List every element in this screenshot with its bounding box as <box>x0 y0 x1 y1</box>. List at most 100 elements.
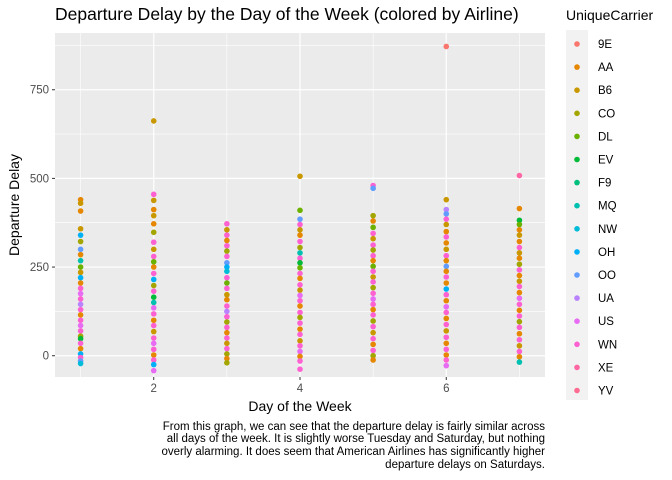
data-point <box>77 322 84 329</box>
data-point <box>224 324 230 331</box>
data-point <box>224 351 230 357</box>
data-point <box>516 261 523 268</box>
data-point <box>150 239 157 246</box>
data-point <box>297 275 303 282</box>
legend-label-co: CO <box>598 108 615 120</box>
data-points <box>77 43 523 374</box>
legend-label-ev: EV <box>598 155 614 167</box>
data-point <box>224 296 230 303</box>
data-point <box>150 276 157 283</box>
data-point <box>443 257 450 264</box>
legend-key-f9 <box>574 179 580 186</box>
data-point <box>516 244 523 251</box>
data-point <box>224 291 230 298</box>
data-point <box>150 335 157 341</box>
data-point <box>150 253 157 260</box>
data-point <box>150 299 157 306</box>
data-point <box>516 272 523 279</box>
data-point <box>443 297 450 304</box>
data-point <box>297 173 303 180</box>
data-point <box>370 279 376 285</box>
data-point <box>370 212 376 219</box>
data-point <box>297 338 303 344</box>
data-point <box>443 221 450 228</box>
data-point <box>150 340 157 347</box>
data-point <box>370 301 376 308</box>
legend-label-oh: OH <box>598 247 615 259</box>
data-point <box>370 274 376 280</box>
caption: From this graph, we can see that the dep… <box>161 421 545 471</box>
legend-label-us: US <box>598 316 614 328</box>
data-point <box>370 335 376 342</box>
data-point <box>150 357 157 363</box>
data-point <box>224 303 230 309</box>
legend-label-ua: UA <box>598 293 614 305</box>
data-point <box>297 314 303 321</box>
data-point <box>297 221 303 228</box>
legend: UniqueCarrier 9E AA B6 CO DL EV F9 MQ NW OH OO UA US… <box>566 7 653 400</box>
data-point <box>224 319 230 325</box>
data-point <box>370 296 376 302</box>
data-point <box>77 225 84 232</box>
data-point <box>150 361 157 368</box>
caption-line: all days of the week. It is slightly wor… <box>167 433 545 445</box>
data-point <box>370 268 376 275</box>
data-point <box>443 228 450 235</box>
data-point <box>443 263 450 270</box>
data-point <box>443 216 450 222</box>
data-point <box>77 296 84 302</box>
legend-key-oh <box>574 249 580 255</box>
legend-key-ua <box>574 295 580 301</box>
data-point <box>297 303 303 309</box>
data-point <box>443 334 450 341</box>
legend-key-oo <box>574 272 580 278</box>
data-point <box>516 289 523 296</box>
data-point <box>224 329 230 336</box>
data-point <box>370 318 376 324</box>
legend-title: UniqueCarrier <box>566 7 653 23</box>
data-point <box>150 288 157 294</box>
data-point <box>370 312 376 318</box>
legend-label-xe: XE <box>598 362 614 374</box>
data-point <box>443 328 450 334</box>
data-point <box>297 250 303 256</box>
data-point <box>224 355 230 362</box>
data-point <box>516 221 523 228</box>
data-point <box>150 367 157 374</box>
data-point <box>443 234 450 240</box>
legend-label-f9: F9 <box>598 178 611 190</box>
data-point <box>443 291 450 298</box>
data-point <box>370 347 376 354</box>
data-point <box>77 312 84 318</box>
legend-key-yv <box>574 387 580 394</box>
legend-key-nw <box>574 226 580 232</box>
data-point <box>77 257 84 264</box>
legend-label-wn: WN <box>598 339 617 351</box>
data-point <box>516 324 523 331</box>
data-point <box>370 329 376 336</box>
data-point <box>77 317 84 324</box>
data-point <box>516 205 523 212</box>
data-point <box>370 230 376 237</box>
data-point <box>516 227 523 233</box>
data-point <box>516 353 523 360</box>
data-point <box>516 295 523 302</box>
data-point <box>150 118 157 124</box>
data-point <box>443 252 450 259</box>
data-point <box>516 330 523 337</box>
legend-key-dl <box>574 133 580 140</box>
data-point <box>443 340 450 347</box>
data-point <box>297 342 303 349</box>
data-point <box>150 294 157 301</box>
data-point <box>370 323 376 330</box>
data-point <box>77 264 84 270</box>
data-point <box>297 244 303 251</box>
data-point <box>224 248 230 254</box>
y-tick-label: 0 <box>43 351 49 363</box>
data-point <box>443 280 450 286</box>
legend-key-background <box>566 30 588 400</box>
y-tick-label: 250 <box>30 262 49 274</box>
data-point <box>297 309 303 316</box>
data-point <box>443 352 450 358</box>
